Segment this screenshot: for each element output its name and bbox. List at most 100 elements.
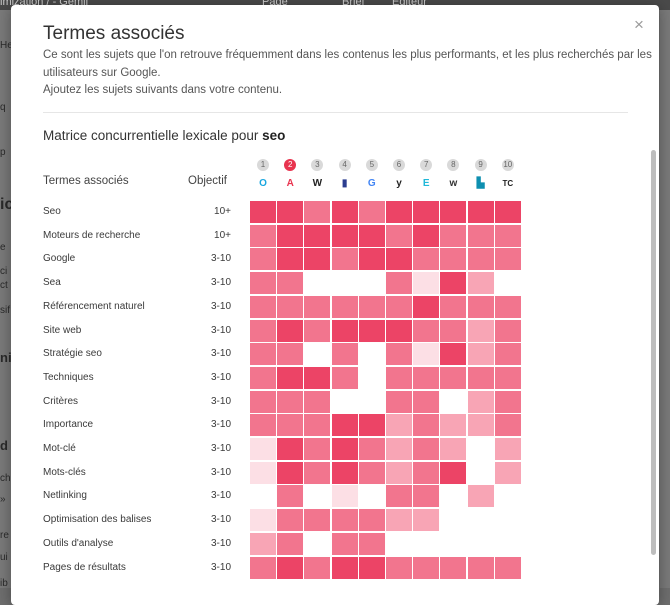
- heatmap-cell[interactable]: [467, 248, 494, 271]
- heatmap-cell[interactable]: [440, 366, 467, 389]
- heatmap-cell[interactable]: [494, 343, 521, 366]
- heatmap-cell[interactable]: [277, 201, 304, 223]
- heatmap-cell[interactable]: [331, 295, 358, 318]
- heatmap-cell[interactable]: [277, 485, 304, 508]
- heatmap-cell[interactable]: [358, 248, 385, 271]
- heatmap-cell[interactable]: [413, 295, 440, 318]
- heatmap-cell[interactable]: [386, 509, 412, 532]
- heatmap-cell[interactable]: [494, 556, 521, 579]
- heatmap-cell[interactable]: [413, 343, 440, 366]
- e-logo-icon[interactable]: E: [422, 177, 430, 189]
- heatmap-cell[interactable]: [304, 438, 331, 460]
- heatmap-cell[interactable]: [467, 485, 494, 508]
- heatmap-cell[interactable]: [277, 248, 304, 271]
- heatmap-cell[interactable]: [331, 224, 358, 247]
- heatmap-cell[interactable]: [250, 248, 276, 271]
- heatmap-cell[interactable]: [250, 461, 276, 484]
- heatmap-cell[interactable]: [304, 319, 331, 342]
- heatmap-cell[interactable]: [331, 272, 358, 295]
- heatmap-cell[interactable]: [467, 319, 494, 342]
- heatmap-cell[interactable]: [304, 272, 331, 295]
- heatmap-cell[interactable]: [494, 248, 521, 271]
- heatmap-cell[interactable]: [304, 366, 331, 389]
- heatmap-cell[interactable]: [304, 485, 331, 508]
- heatmap-cell[interactable]: [304, 556, 331, 579]
- heatmap-cell[interactable]: [386, 319, 412, 342]
- heatmap-cell[interactable]: [331, 201, 358, 223]
- modal-scrollbar[interactable]: [651, 150, 656, 555]
- heatmap-cell[interactable]: [467, 532, 494, 555]
- heatmap-cell[interactable]: [413, 532, 440, 555]
- heatmap-cell[interactable]: [413, 201, 440, 223]
- heatmap-cell[interactable]: [494, 485, 521, 508]
- heatmap-cell[interactable]: [440, 461, 467, 484]
- heatmap-cell[interactable]: [250, 343, 276, 366]
- heatmap-cell[interactable]: [386, 556, 412, 579]
- heatmap-cell[interactable]: [277, 414, 304, 437]
- heatmap-cell[interactable]: [331, 438, 358, 460]
- heatmap-cell[interactable]: [467, 366, 494, 389]
- heatmap-cell[interactable]: [250, 224, 276, 247]
- heatmap-cell[interactable]: [413, 485, 440, 508]
- heatmap-cell[interactable]: [494, 272, 521, 295]
- heatmap-cell[interactable]: [331, 248, 358, 271]
- close-icon[interactable]: ×: [634, 15, 644, 34]
- heatmap-cell[interactable]: [304, 295, 331, 318]
- heatmap-cell[interactable]: [277, 556, 304, 579]
- heatmap-cell[interactable]: [358, 201, 385, 223]
- heatmap-cell[interactable]: [494, 390, 521, 413]
- heatmap-cell[interactable]: [467, 295, 494, 318]
- heatmap-cell[interactable]: [304, 224, 331, 247]
- heatmap-cell[interactable]: [331, 485, 358, 508]
- heatmap-cell[interactable]: [304, 532, 331, 555]
- heatmap-cell[interactable]: [386, 343, 412, 366]
- heatmap-cell[interactable]: [467, 509, 494, 532]
- heatmap-cell[interactable]: [277, 295, 304, 318]
- heatmap-cell[interactable]: [304, 248, 331, 271]
- heatmap-cell[interactable]: [331, 319, 358, 342]
- heatmap-cell[interactable]: [250, 201, 276, 223]
- heatmap-cell[interactable]: [277, 272, 304, 295]
- teal-square-icon[interactable]: ▙: [476, 177, 485, 189]
- heatmap-cell[interactable]: [440, 343, 467, 366]
- google-g-icon[interactable]: G: [367, 177, 376, 189]
- heatmap-cell[interactable]: [440, 201, 467, 223]
- heatmap-cell[interactable]: [358, 532, 385, 555]
- heatmap-cell[interactable]: [467, 343, 494, 366]
- heatmap-cell[interactable]: [494, 461, 521, 484]
- heatmap-cell[interactable]: [467, 272, 494, 295]
- heatmap-cell[interactable]: [277, 319, 304, 342]
- heatmap-cell[interactable]: [358, 509, 385, 532]
- heatmap-cell[interactable]: [250, 532, 276, 555]
- heatmap-cell[interactable]: [250, 485, 276, 508]
- heatmap-cell[interactable]: [358, 390, 385, 413]
- heatmap-cell[interactable]: [331, 509, 358, 532]
- heatmap-cell[interactable]: [440, 272, 467, 295]
- heatmap-cell[interactable]: [358, 485, 385, 508]
- heatmap-cell[interactable]: [386, 390, 412, 413]
- wikipedia-icon[interactable]: W: [312, 177, 323, 189]
- heatmap-cell[interactable]: [467, 461, 494, 484]
- heatmap-cell[interactable]: [358, 272, 385, 295]
- heatmap-cell[interactable]: [386, 485, 412, 508]
- heatmap-cell[interactable]: [440, 295, 467, 318]
- heatmap-cell[interactable]: [494, 319, 521, 342]
- heatmap-cell[interactable]: [494, 201, 521, 223]
- heatmap-cell[interactable]: [413, 509, 440, 532]
- heatmap-cell[interactable]: [413, 248, 440, 271]
- heatmap-cell[interactable]: [413, 272, 440, 295]
- heatmap-cell[interactable]: [250, 390, 276, 413]
- heatmap-cell[interactable]: [331, 343, 358, 366]
- heatmap-cell[interactable]: [331, 366, 358, 389]
- heatmap-cell[interactable]: [277, 438, 304, 460]
- heatmap-cell[interactable]: [467, 556, 494, 579]
- heatmap-cell[interactable]: [358, 295, 385, 318]
- heatmap-cell[interactable]: [358, 461, 385, 484]
- heatmap-cell[interactable]: [494, 438, 521, 460]
- heatmap-cell[interactable]: [494, 295, 521, 318]
- heatmap-cell[interactable]: [440, 319, 467, 342]
- heatmap-cell[interactable]: [277, 390, 304, 413]
- heatmap-cell[interactable]: [304, 390, 331, 413]
- heatmap-cell[interactable]: [467, 438, 494, 460]
- heatmap-cell[interactable]: [304, 414, 331, 437]
